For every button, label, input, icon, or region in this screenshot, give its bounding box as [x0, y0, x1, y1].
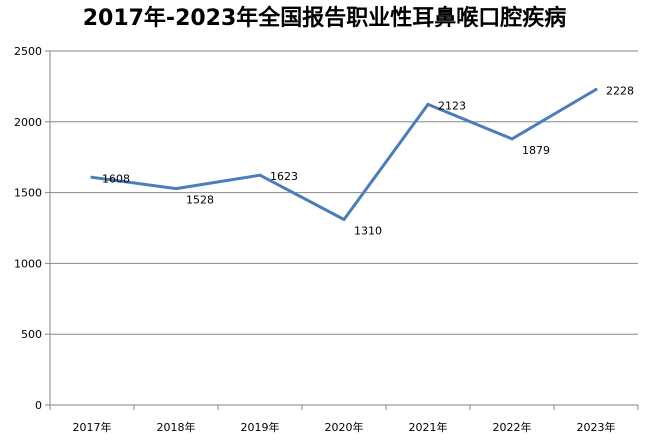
data-label: 1310	[354, 225, 382, 238]
y-tick-label: 1000	[14, 257, 42, 270]
data-label: 1608	[102, 172, 130, 185]
x-tick-label: 2018年	[157, 420, 196, 434]
x-tick-labels: 2017年 2018年 2019年 2020年 2021年 2022年 2023年	[73, 420, 616, 434]
x-tick-label: 2017年	[73, 420, 112, 434]
x-tick-label: 2023年	[577, 420, 616, 434]
y-tick-label: 2000	[14, 116, 42, 129]
y-tick-labels: 0 500 1000 1500 2000 2500	[14, 45, 42, 412]
data-point	[90, 175, 94, 179]
x-tick-label: 2022年	[493, 420, 532, 434]
series-line	[90, 88, 598, 221]
data-point	[426, 102, 430, 106]
data-label: 1879	[522, 144, 550, 157]
gridlines	[50, 50, 638, 335]
x-tick-label: 2021年	[409, 420, 448, 434]
x-tick-label: 2019年	[241, 420, 280, 434]
data-point	[258, 173, 262, 177]
y-tick-label: 500	[21, 328, 42, 341]
y-tick-label: 0	[35, 399, 42, 412]
chart-title: 2017年-2023年全国报告职业性耳鼻喉口腔疾病	[82, 6, 567, 31]
data-point	[342, 218, 346, 222]
data-labels: 1608 1528 1623 1310 2123 1879 2228	[102, 85, 634, 238]
series-layer	[90, 88, 598, 222]
data-label: 2228	[606, 85, 634, 98]
axes	[45, 50, 639, 410]
data-point	[510, 137, 514, 141]
x-tick-label: 2020年	[325, 420, 364, 434]
data-label: 2123	[438, 99, 466, 112]
y-tick-label: 2500	[14, 45, 42, 58]
data-point	[594, 88, 598, 92]
data-label: 1528	[186, 194, 214, 207]
y-tick-label: 1500	[14, 187, 42, 200]
data-point	[174, 187, 178, 191]
data-label: 1623	[270, 170, 298, 183]
